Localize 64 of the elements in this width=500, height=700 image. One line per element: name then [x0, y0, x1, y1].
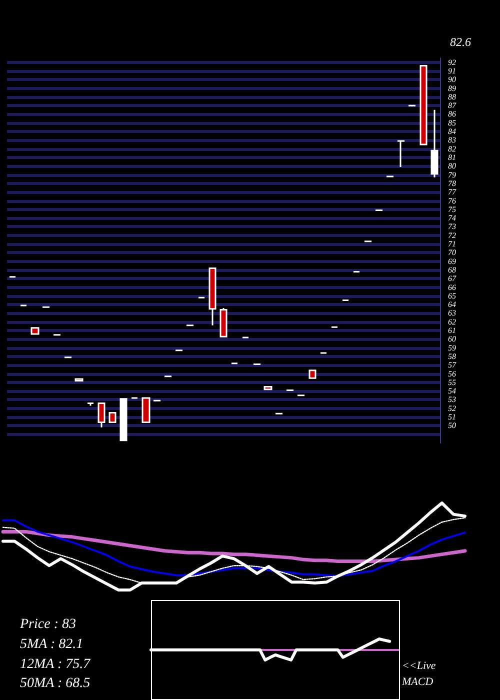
candlestick	[30, 327, 40, 335]
y-tick-label: 62	[448, 317, 456, 326]
y-tick-label: 58	[448, 352, 456, 361]
y-tick-label: 85	[448, 118, 456, 128]
y-tick-label: 61	[448, 326, 456, 336]
y-tick-label: 51	[448, 412, 456, 422]
y-tick-label: 84	[448, 127, 456, 136]
y-tick-label: 53	[448, 395, 456, 404]
y-tick-label: 90	[448, 75, 456, 84]
candlestick	[98, 402, 106, 428]
candlestick	[420, 65, 428, 146]
y-tick-label: 71	[448, 240, 456, 249]
candlestick	[220, 307, 228, 338]
y-tick-label: 80	[448, 162, 456, 171]
y-tick-label: 83	[448, 136, 456, 145]
y-tick-label: 87	[448, 101, 457, 110]
y-tick-label: 66	[448, 282, 456, 292]
y-tick-label: 65	[448, 291, 456, 300]
y-tick-label: 57	[448, 360, 457, 370]
text: <<Live	[402, 660, 436, 672]
candlestick	[208, 267, 216, 326]
text: 5MA : 82.1	[20, 637, 84, 652]
y-tick-label: 54	[448, 386, 456, 396]
candlestick	[120, 398, 128, 442]
y-tick-label: 73	[448, 222, 456, 232]
y-tick-label: 88	[448, 92, 456, 102]
text: 50MA : 68.5	[20, 676, 90, 692]
y-tick-label: 79	[448, 170, 456, 180]
y-tick-label: 70	[448, 248, 456, 258]
text: 12MA : 75.7	[20, 657, 90, 672]
y-tick-label: 69	[448, 256, 456, 266]
y-tick-label: 76	[448, 196, 456, 206]
y-tick-label: 86	[448, 110, 456, 119]
y-tick-label: 89	[448, 84, 456, 93]
y-tick-label: 81	[448, 152, 456, 162]
y-tick-label: 72	[448, 230, 456, 240]
candlestick	[74, 378, 84, 382]
y-tick-label: 74	[448, 214, 456, 223]
y-tick-label: 77	[448, 188, 457, 197]
text: 82.6	[450, 35, 471, 50]
y-tick-label: 50	[448, 421, 456, 430]
candlestick	[430, 109, 438, 178]
y-tick-label: 92	[448, 58, 456, 67]
y-tick-label: 91	[448, 66, 456, 76]
text: MACD	[402, 676, 434, 688]
y-tick-label: 52	[448, 404, 456, 413]
y-tick-label: 67	[448, 274, 457, 284]
y-tick-label: 68	[448, 265, 456, 274]
text: Price : 83	[20, 617, 76, 632]
y-tick-label: 55	[448, 378, 456, 387]
y-tick-label: 82	[448, 144, 456, 154]
y-tick-label: 78	[448, 178, 456, 188]
candlestick	[264, 386, 272, 390]
candlestick	[396, 140, 406, 168]
candlestick	[86, 402, 94, 407]
y-tick-label: 59	[448, 343, 456, 352]
y-tick-label: 75	[448, 204, 456, 214]
y-tick-label: 63	[448, 308, 456, 318]
y-tick-label: 56	[448, 369, 456, 378]
candlestick	[142, 397, 150, 423]
y-tick-label: 64	[448, 300, 456, 310]
candlestick	[308, 370, 316, 379]
y-tick-label: 60	[448, 334, 456, 344]
candlestick	[108, 412, 116, 423]
